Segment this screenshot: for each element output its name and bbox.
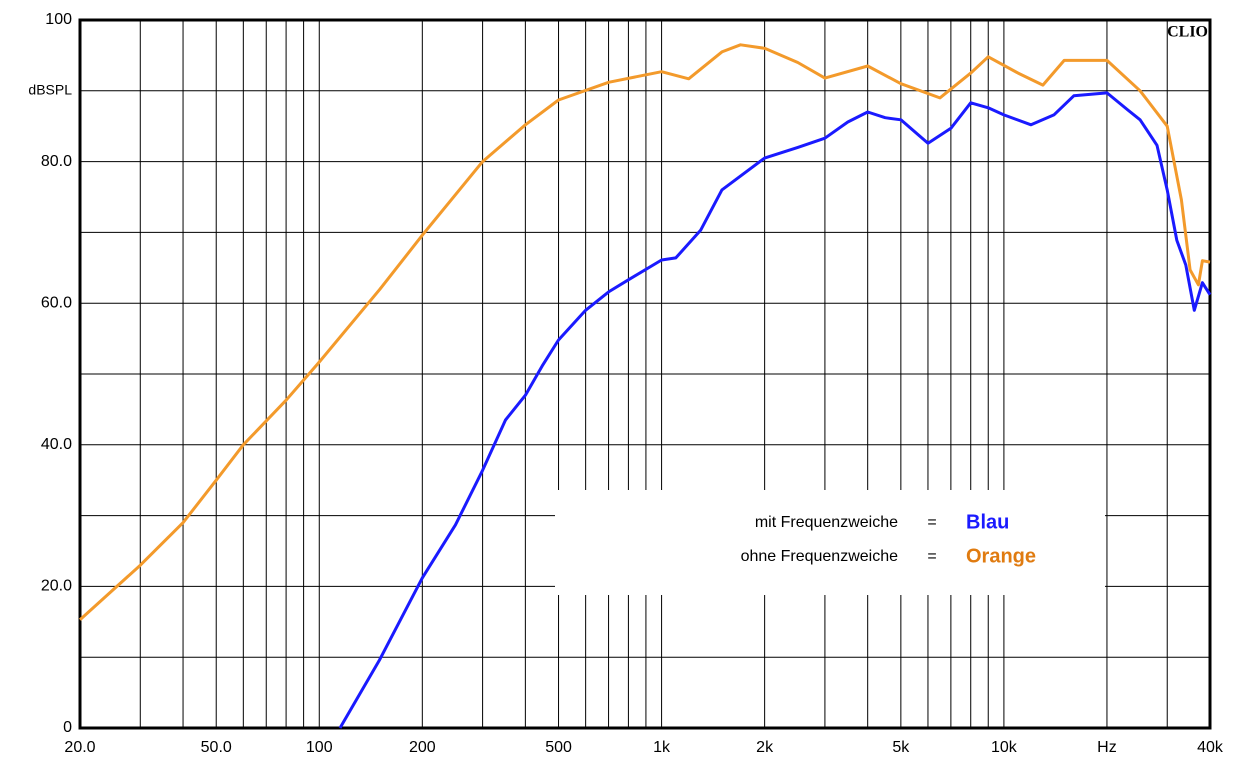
y-tick-label: 60.0 [41, 294, 72, 311]
x-tick-label: 1k [653, 739, 671, 756]
y-axis-label: dBSPL [28, 82, 72, 98]
legend-label: mit Frequenzweiche [755, 514, 898, 531]
series-line [78, 43, 1211, 621]
legend-separator: = [927, 514, 936, 531]
x-tick-label: Hz [1097, 739, 1117, 756]
plot-frame [78, 18, 1212, 730]
x-tick-label: 50.0 [201, 739, 232, 756]
legend-entry: Blau [966, 511, 1009, 533]
x-tick-label: 100 [306, 739, 333, 756]
legend-label: ohne Frequenzweiche [741, 548, 899, 565]
y-tick-label: 20.0 [41, 578, 72, 595]
legend-entry: Orange [966, 545, 1036, 567]
series-line [338, 91, 1212, 729]
legend-box [555, 490, 1105, 595]
legend-separator: = [927, 548, 936, 565]
y-tick-label: 80.0 [41, 153, 72, 170]
x-tick-label: 200 [409, 739, 436, 756]
x-tick-label: 500 [545, 739, 572, 756]
x-tick-label: 2k [756, 739, 774, 756]
y-tick-label: 40.0 [41, 436, 72, 453]
x-tick-label: 40k [1197, 739, 1224, 756]
x-tick-label: 5k [892, 739, 910, 756]
x-tick-label: 20.0 [64, 739, 95, 756]
y-tick-label: 100 [45, 11, 72, 28]
x-tick-label: 10k [991, 739, 1018, 756]
y-tick-label: 0 [63, 719, 72, 736]
watermark: CLIO [1167, 24, 1208, 41]
